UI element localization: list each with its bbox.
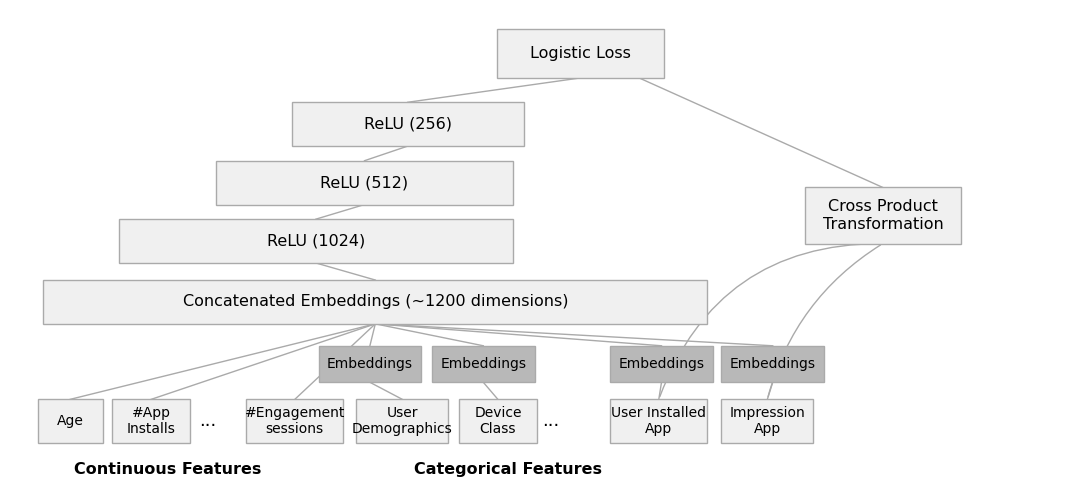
FancyBboxPatch shape <box>119 219 513 263</box>
FancyBboxPatch shape <box>216 161 513 205</box>
FancyBboxPatch shape <box>459 399 537 443</box>
Text: Embeddings: Embeddings <box>730 357 815 371</box>
Text: Embeddings: Embeddings <box>441 357 526 371</box>
Text: Embeddings: Embeddings <box>619 357 704 371</box>
FancyBboxPatch shape <box>43 280 707 324</box>
Text: ...: ... <box>199 412 216 430</box>
FancyBboxPatch shape <box>805 187 961 244</box>
Text: Cross Product
Transformation: Cross Product Transformation <box>823 199 943 232</box>
FancyBboxPatch shape <box>356 399 448 443</box>
FancyBboxPatch shape <box>112 399 190 443</box>
Text: Device
Class: Device Class <box>474 406 522 436</box>
Text: Embeddings: Embeddings <box>327 357 413 371</box>
FancyArrowPatch shape <box>660 244 880 397</box>
Text: Impression
App: Impression App <box>729 406 806 436</box>
Text: Age: Age <box>57 414 83 428</box>
Text: ...: ... <box>542 412 559 430</box>
FancyBboxPatch shape <box>292 102 524 146</box>
FancyArrowPatch shape <box>768 245 880 396</box>
Text: #App
Installs: #App Installs <box>126 406 176 436</box>
FancyBboxPatch shape <box>38 399 103 443</box>
FancyBboxPatch shape <box>721 346 824 382</box>
Text: Continuous Features: Continuous Features <box>73 462 261 477</box>
FancyBboxPatch shape <box>721 399 813 443</box>
FancyBboxPatch shape <box>610 346 713 382</box>
FancyBboxPatch shape <box>246 399 343 443</box>
Text: User
Demographics: User Demographics <box>352 406 453 436</box>
FancyBboxPatch shape <box>497 29 664 78</box>
Text: User Installed
App: User Installed App <box>611 406 706 436</box>
Text: Categorical Features: Categorical Features <box>414 462 602 477</box>
Text: ReLU (256): ReLU (256) <box>364 117 451 131</box>
Text: Logistic Loss: Logistic Loss <box>530 46 631 61</box>
FancyBboxPatch shape <box>432 346 535 382</box>
FancyBboxPatch shape <box>319 346 421 382</box>
Text: #Engagement
sessions: #Engagement sessions <box>245 406 345 436</box>
Text: ReLU (512): ReLU (512) <box>321 175 408 190</box>
FancyBboxPatch shape <box>610 399 707 443</box>
Text: Concatenated Embeddings (~1200 dimensions): Concatenated Embeddings (~1200 dimension… <box>183 295 568 309</box>
Text: ReLU (1024): ReLU (1024) <box>267 234 365 248</box>
